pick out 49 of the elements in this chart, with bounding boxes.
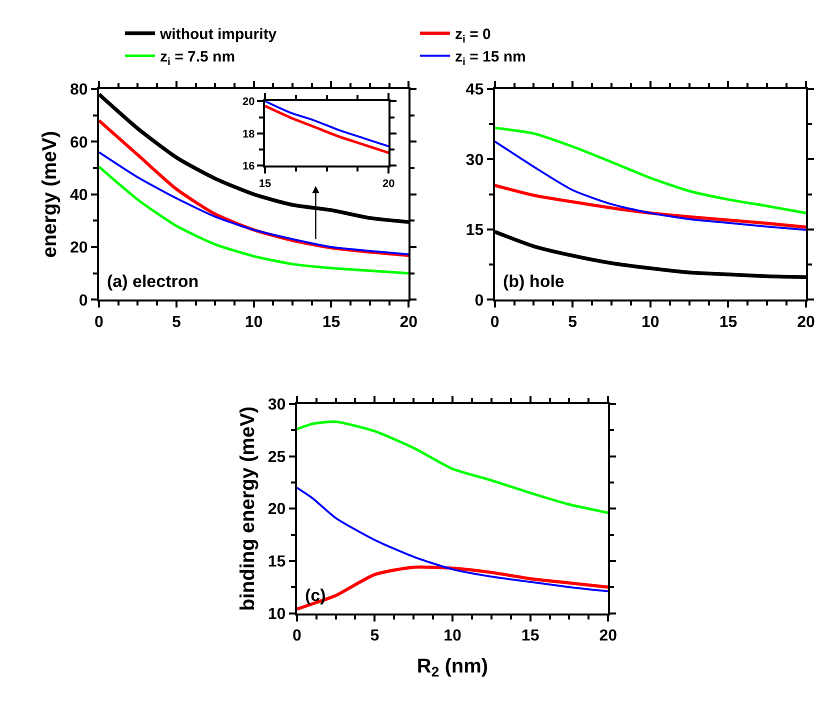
y-tick-label: 30 <box>268 396 286 414</box>
line-series <box>494 184 806 229</box>
x-tick-label: 10 <box>444 627 462 644</box>
legend-label: z$_{i}$ = 7.5 nm <box>160 48 236 68</box>
annotation: (c) <box>305 586 326 605</box>
x-tick-label: 5 <box>370 627 380 644</box>
x-tick-label: 20 <box>599 627 618 644</box>
x-tick-label: 20 <box>797 314 816 331</box>
legend-label: z$_{i}$ = 15 nm <box>455 48 526 68</box>
x-tick-label: 5 <box>172 314 181 331</box>
y-tick-label: 80 <box>70 82 88 99</box>
x-tick-label: 0 <box>94 314 104 331</box>
y-tick-label: 25 <box>268 448 286 466</box>
x-tick-label: 10 <box>642 314 660 331</box>
line-series <box>494 140 806 231</box>
line-series <box>264 101 389 148</box>
line-series <box>296 420 608 514</box>
y-tick-label: 20 <box>268 501 286 518</box>
line-series <box>264 104 389 154</box>
x-tick-label: 0 <box>292 627 302 644</box>
annotation: (a) electron <box>107 272 199 291</box>
y-tick-label: 20 <box>70 240 88 257</box>
x-tick-label: 5 <box>568 314 578 331</box>
line-series <box>296 565 608 611</box>
x-tick-label: 0 <box>490 314 500 331</box>
line-series <box>494 126 806 214</box>
y-tick-label: 16 <box>242 160 255 173</box>
y-tick-label: 0 <box>78 292 88 310</box>
y-axis-title: binding energy (meV) <box>236 406 259 611</box>
y-tick-label: 15 <box>466 222 484 240</box>
x-tick-label: 20 <box>400 314 418 331</box>
x-axis-title: R$_{2}$ (nm) <box>416 655 488 680</box>
y-tick-label: 30 <box>466 152 484 169</box>
x-tick-label: 15 <box>521 627 540 644</box>
x-tick-label: 15 <box>719 314 738 331</box>
legend-label: without impurity <box>159 26 278 44</box>
y-tick-label: 45 <box>466 82 484 99</box>
line-series <box>98 151 409 256</box>
y-tick-label: 10 <box>268 606 286 623</box>
annotation: (b) hole <box>503 272 564 291</box>
legend-label: z$_{i}$ = 0 <box>455 26 491 46</box>
y-axis-title: energy (meV) <box>38 130 61 258</box>
x-tick-label: 15 <box>322 314 340 331</box>
y-tick-label: 18 <box>242 128 255 140</box>
y-tick-label: 40 <box>70 186 88 204</box>
y-tick-label: 60 <box>70 134 88 152</box>
y-tick-label: 15 <box>268 554 286 571</box>
y-tick-label: 20 <box>242 96 255 108</box>
y-tick-label: 0 <box>474 292 484 310</box>
